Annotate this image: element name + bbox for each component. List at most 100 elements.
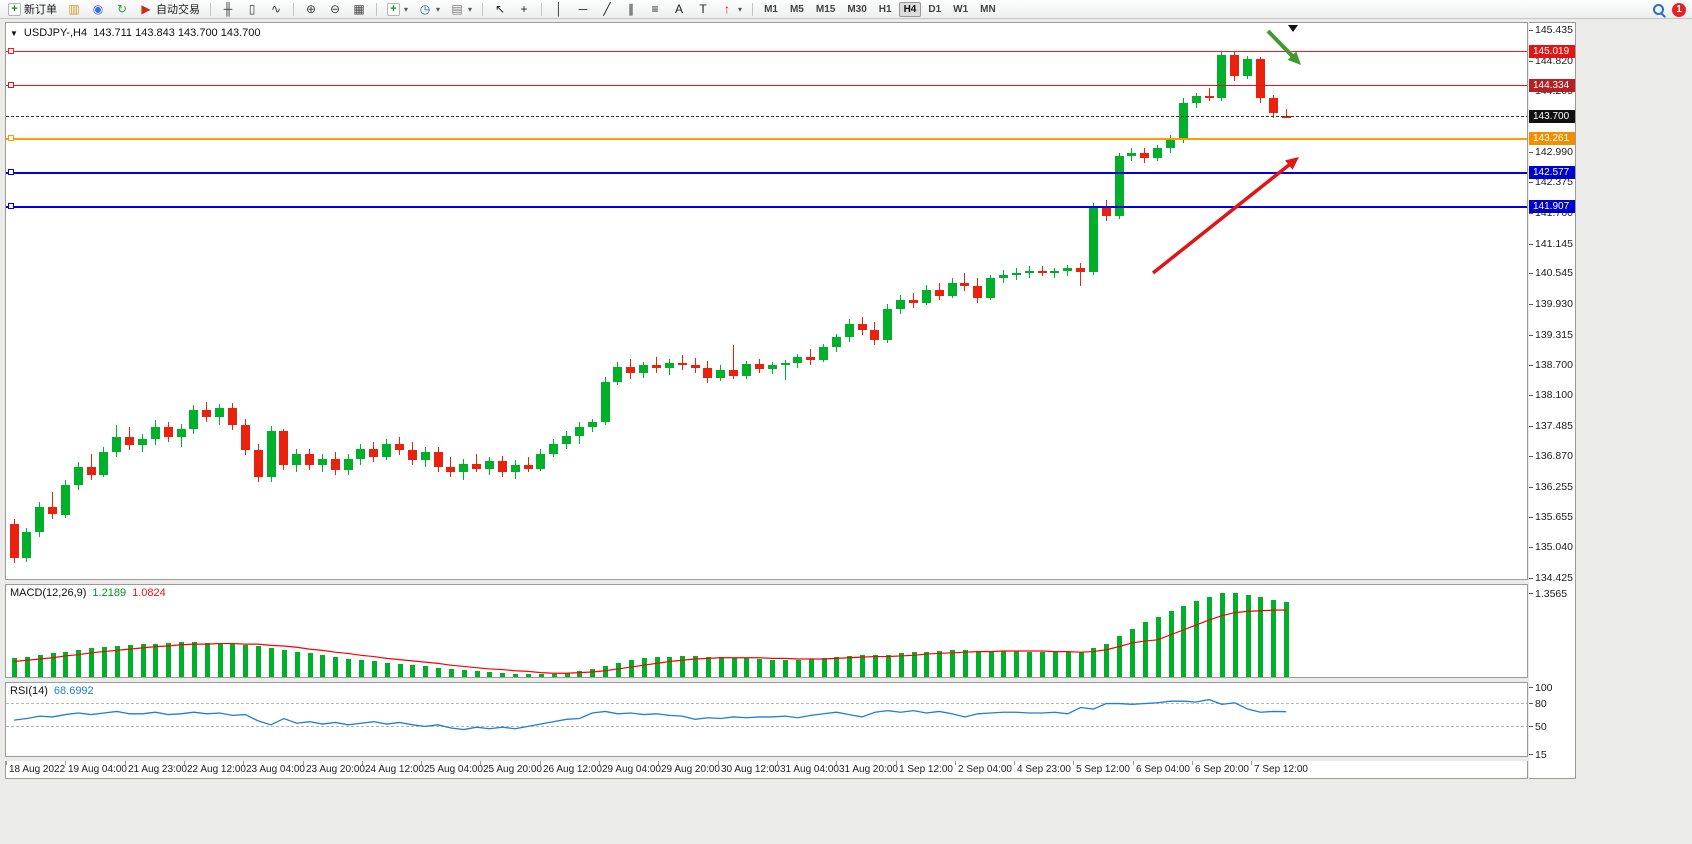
macd-histogram-bar — [744, 658, 750, 677]
candle-body — [1166, 140, 1175, 149]
price-chart-panel[interactable]: ▼ USDJPY-,H4 143.711 143.843 143.700 143… — [5, 22, 1528, 580]
price-tick — [1529, 213, 1533, 214]
tile-windows-button[interactable]: ▦ — [348, 1, 370, 18]
toolbar-button-label: 自动交易 — [156, 4, 200, 16]
price-level-line[interactable] — [6, 172, 1527, 174]
zoom-out-button[interactable]: ⊖ — [324, 1, 346, 18]
macd-histogram-bar — [590, 668, 596, 677]
timeframe-h1[interactable]: H1 — [878, 3, 892, 15]
search-icon[interactable] — [1651, 2, 1666, 17]
horizontal-line-button[interactable]: ─ — [572, 1, 594, 18]
price-tick — [1529, 547, 1533, 548]
macd-histogram-bar — [1027, 651, 1033, 677]
timeframe-w1[interactable]: W1 — [953, 3, 969, 15]
toolbar-separator — [541, 2, 543, 16]
timeframe-d1[interactable]: D1 — [928, 3, 942, 15]
macd-histogram-bar — [1168, 611, 1174, 677]
indicators-plus-icon: + — [387, 2, 400, 16]
crosshair-button[interactable]: + — [513, 1, 535, 18]
macd-histogram-bar — [127, 644, 133, 677]
timeframe-h4[interactable]: H4 — [898, 1, 922, 17]
indicators-button[interactable]: + ▾ — [383, 1, 412, 18]
candle-wick — [450, 456, 452, 478]
red-trend-arrow-head — [1285, 157, 1299, 170]
line-anchor-marker[interactable] — [8, 48, 14, 54]
refresh-button[interactable]: ↻ — [111, 1, 133, 18]
macd-histogram-bar — [371, 661, 377, 677]
candle-body — [99, 452, 109, 475]
timeframe-m5[interactable]: M5 — [789, 3, 804, 15]
candle-body — [793, 357, 803, 364]
candle-body — [1127, 153, 1137, 157]
rsi-scale-tick — [1529, 702, 1533, 704]
arrows-button[interactable]: ↑ ▾ — [716, 1, 746, 18]
vertical-line-button[interactable]: │ — [548, 1, 570, 18]
new-order-button[interactable]: + 新订单 — [4, 1, 61, 18]
template-icon: ▤ — [451, 2, 463, 16]
price-level-line[interactable] — [6, 116, 1527, 117]
line-chart-button[interactable]: ∿ — [265, 1, 287, 18]
candle-body — [703, 367, 713, 378]
timeframe-mn[interactable]: MN — [980, 3, 996, 15]
notification-badge[interactable]: 1 — [1672, 2, 1686, 17]
toolbar-separator — [210, 2, 211, 16]
rsi-panel[interactable]: RSI(14) 68.6992 — [5, 682, 1528, 757]
fibonacci-icon: ≡ — [651, 2, 659, 16]
timeframe-m30[interactable]: M30 — [847, 3, 867, 15]
candle-body — [86, 467, 96, 475]
candle-wick — [964, 272, 966, 291]
auto-trading-button[interactable]: ▶ 自动交易 — [135, 1, 204, 18]
macd-histogram-bar — [204, 642, 210, 677]
candlestick-chart-button[interactable]: ▯ — [241, 1, 263, 18]
templates-button[interactable]: ▤ ▾ — [446, 1, 476, 18]
price-level-line[interactable] — [6, 206, 1527, 208]
candle-body — [754, 364, 764, 370]
candle-body — [279, 430, 289, 465]
line-anchor-marker[interactable] — [8, 203, 14, 209]
zoom-in-button[interactable]: ⊕ — [300, 1, 322, 18]
macd-histogram-bar — [551, 673, 557, 677]
price-level-line[interactable] — [6, 138, 1527, 140]
price-level-line[interactable] — [6, 51, 1527, 52]
ohlc-values: 143.711 143.843 143.700 143.700 — [93, 27, 261, 39]
price-scale[interactable]: 145.019 144.334 143.700 143.261 142.577 141.9… — [1529, 22, 1576, 779]
timeframe-m15[interactable]: M15 — [815, 3, 836, 15]
candle-body — [240, 424, 250, 450]
macd-histogram-bar — [757, 659, 763, 677]
macd-panel[interactable]: MACD(12,26,9) 1.2189 1.0824 — [5, 584, 1528, 678]
fibonacci-button[interactable]: ≡ — [644, 1, 666, 18]
macd-histogram-bar — [847, 655, 853, 677]
price-tick — [1529, 335, 1533, 336]
line-anchor-marker[interactable] — [8, 135, 14, 141]
candle-body — [716, 370, 726, 378]
candle-body — [1114, 156, 1124, 216]
candle-body — [189, 409, 199, 429]
macd-histogram-bar — [1245, 594, 1251, 677]
candle-body — [22, 531, 32, 559]
macd-histogram-bar — [153, 643, 159, 677]
cursor-button[interactable]: ↖ — [489, 1, 511, 18]
chart-menu-icon[interactable]: ▼ — [10, 28, 18, 38]
macd-histogram-bar — [538, 674, 544, 677]
price-tick-label: 144.820 — [1535, 55, 1573, 67]
time-axis[interactable]: 18 Aug 2022 19 Aug 04:00 21 Aug 23:00 22 Au… — [5, 761, 1528, 779]
channel-button[interactable]: ∥ — [620, 1, 642, 18]
periods-button[interactable]: ◷ ▾ — [414, 1, 444, 18]
macd-histogram-bar — [795, 659, 801, 677]
line-anchor-marker[interactable] — [8, 82, 14, 88]
label-button[interactable]: T — [692, 1, 714, 18]
candle-wick — [1208, 88, 1210, 102]
macd-main-value: 1.2189 — [92, 587, 127, 599]
bar-chart-button[interactable]: ╫ — [217, 1, 239, 18]
chart-window-button[interactable]: ▥ — [63, 1, 85, 18]
macd-histogram-bar — [821, 658, 827, 677]
macd-histogram-bar — [358, 660, 364, 677]
market-watch-button[interactable]: ◉ — [87, 1, 109, 18]
new-order-icon: + — [8, 2, 21, 16]
text-button[interactable]: A — [668, 1, 690, 18]
candle-body — [330, 458, 340, 470]
trendline-button[interactable]: ╱ — [596, 1, 618, 18]
line-anchor-marker[interactable] — [8, 169, 14, 175]
price-level-line[interactable] — [6, 85, 1527, 86]
timeframe-m1[interactable]: M1 — [764, 3, 778, 15]
